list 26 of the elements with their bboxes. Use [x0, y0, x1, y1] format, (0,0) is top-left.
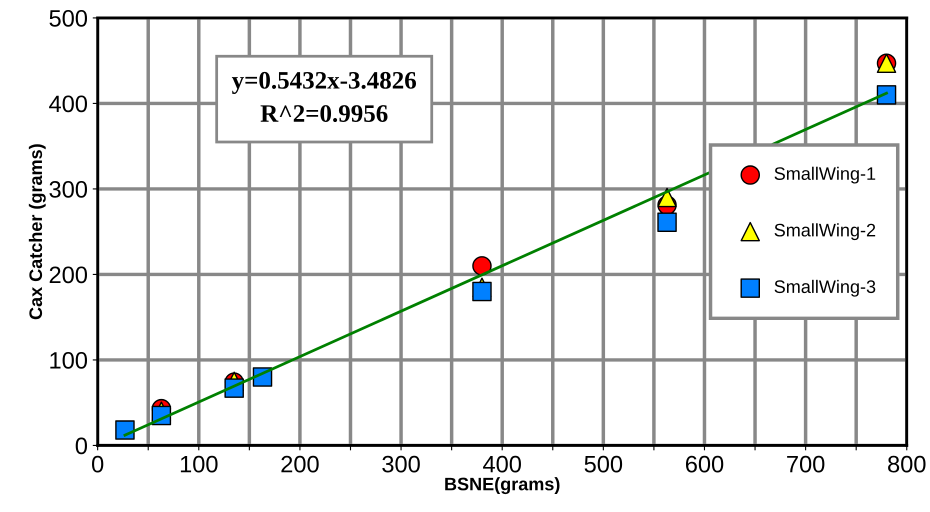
- point: [876, 85, 896, 105]
- x-tick-label: 700: [787, 456, 824, 473]
- y-tick-label: 500: [49, 10, 88, 27]
- point: [472, 282, 492, 302]
- x-tick-label: 200: [281, 456, 319, 473]
- x-tick-label: 600: [686, 456, 724, 473]
- annotation: y=0.5432x-3.4826 R^2=0.9956: [232, 72, 416, 122]
- point: [657, 188, 677, 208]
- legend-label: SmallWing-3: [774, 280, 876, 297]
- legend-label: SmallWing-2: [774, 223, 876, 240]
- y-axis-title: Cax Catcher (grams): [28, 144, 46, 320]
- x-axis-title: BSNE(grams): [445, 477, 560, 494]
- y-tick-label: 100: [50, 352, 88, 369]
- x-tick-label: 300: [382, 456, 420, 473]
- x-tick-label: 500: [584, 456, 622, 473]
- x-tick-label: 100: [180, 456, 218, 473]
- point: [472, 256, 492, 276]
- y-tick-label: 200: [50, 266, 88, 284]
- x-tick-label: 0: [92, 456, 104, 473]
- x-tick-label: 800: [888, 456, 926, 473]
- y-tick-label: 0: [76, 438, 88, 454]
- y-tick-label: 300: [49, 180, 88, 198]
- x-tick-label: 400: [483, 456, 521, 473]
- y-tick-label: 400: [49, 95, 88, 112]
- point: [657, 212, 677, 232]
- legend-label: SmallWing-1: [774, 166, 876, 184]
